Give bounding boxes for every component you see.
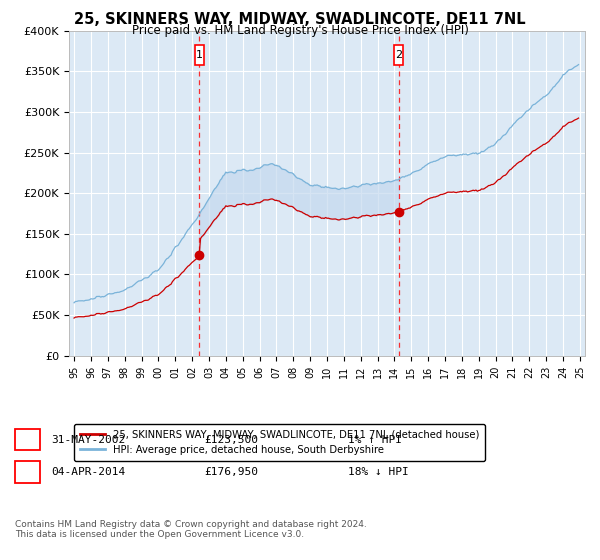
Text: Contains HM Land Registry data © Crown copyright and database right 2024.
This d: Contains HM Land Registry data © Crown c… xyxy=(15,520,367,539)
Text: £123,500: £123,500 xyxy=(204,435,258,445)
Text: 2: 2 xyxy=(395,50,402,60)
Text: £176,950: £176,950 xyxy=(204,467,258,477)
Text: 31-MAY-2002: 31-MAY-2002 xyxy=(51,435,125,445)
Text: 2: 2 xyxy=(24,465,31,479)
Legend: 25, SKINNERS WAY, MIDWAY, SWADLINCOTE, DE11 7NL (detached house), HPI: Average p: 25, SKINNERS WAY, MIDWAY, SWADLINCOTE, D… xyxy=(74,424,485,461)
FancyBboxPatch shape xyxy=(394,45,403,66)
FancyBboxPatch shape xyxy=(194,45,204,66)
Text: Price paid vs. HM Land Registry's House Price Index (HPI): Price paid vs. HM Land Registry's House … xyxy=(131,24,469,37)
Text: 18% ↓ HPI: 18% ↓ HPI xyxy=(348,467,409,477)
Text: 1% ↑ HPI: 1% ↑ HPI xyxy=(348,435,402,445)
Text: 1: 1 xyxy=(196,50,203,60)
Text: 25, SKINNERS WAY, MIDWAY, SWADLINCOTE, DE11 7NL: 25, SKINNERS WAY, MIDWAY, SWADLINCOTE, D… xyxy=(74,12,526,27)
Text: 1: 1 xyxy=(24,433,31,446)
Text: 04-APR-2014: 04-APR-2014 xyxy=(51,467,125,477)
